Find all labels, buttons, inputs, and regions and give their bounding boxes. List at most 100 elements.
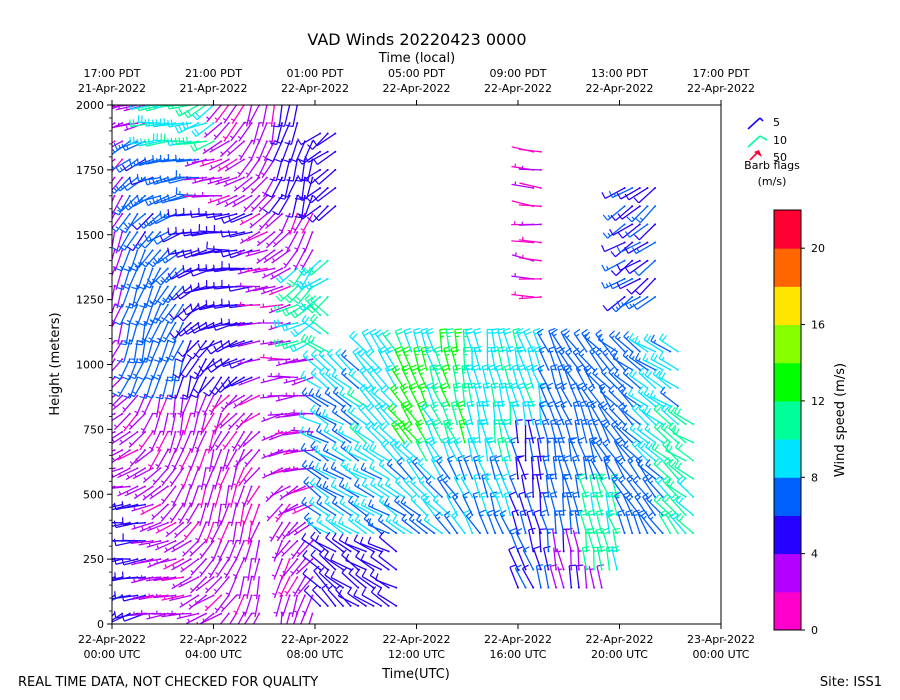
wind-barb (226, 140, 245, 157)
wind-barb (608, 330, 626, 353)
wind-barb (199, 539, 215, 560)
wind-barb (195, 576, 215, 592)
wind-barb (323, 424, 344, 444)
wind-barb (626, 277, 649, 295)
colorbar: 0 4 8 12 16 20 (773, 209, 825, 637)
wind-barb (463, 455, 474, 480)
wind-barb (522, 546, 535, 571)
wind-barb (345, 444, 367, 462)
wind-barb (610, 205, 634, 222)
wind-barb (673, 406, 695, 426)
wind-barb (514, 419, 523, 444)
wind-barb (112, 321, 116, 328)
wind-barb (666, 478, 687, 498)
wind-barb (220, 376, 245, 390)
wind-barb (193, 358, 215, 377)
wind-barb (338, 533, 360, 553)
wind-barb (132, 249, 154, 268)
wind-barb (556, 418, 565, 444)
wind-barb (143, 267, 162, 289)
wind-barb (380, 439, 398, 462)
wind-barb (226, 539, 238, 562)
wind-barb (207, 194, 230, 204)
wind-barb (175, 321, 200, 337)
wind-barb (477, 455, 489, 480)
wind-barb (258, 194, 276, 213)
wind-barb (644, 423, 664, 444)
wind-barb (557, 364, 565, 389)
wind-barb (551, 328, 565, 353)
wind-barb (628, 332, 649, 353)
wind-barb (510, 436, 519, 462)
wind-barb (113, 358, 131, 380)
wind-barb (206, 105, 223, 123)
colorbar-segment (774, 210, 801, 249)
colorbar-tick-label: 16 (811, 319, 825, 332)
wind-barb (377, 587, 398, 607)
wind-barb (233, 394, 253, 409)
wind-barb (418, 475, 436, 498)
wind-barb (197, 503, 207, 526)
wind-barb (609, 223, 634, 236)
wind-barb (511, 181, 535, 190)
wind-barb (192, 105, 215, 121)
wind-barb (353, 534, 375, 553)
wind-barb (190, 321, 215, 334)
wind-barb (291, 485, 314, 494)
wind-barb (212, 212, 238, 221)
wind-barb (179, 358, 200, 378)
wind-barb (114, 158, 139, 173)
wind-barb (601, 187, 626, 200)
wind-barb (360, 553, 382, 571)
x-top-label-time: 21:00 PDT (185, 67, 242, 80)
wind-barb (660, 422, 679, 444)
wind-barb (616, 241, 641, 253)
wind-barb (308, 612, 314, 624)
wind-barb (235, 449, 253, 466)
wind-barb (601, 259, 626, 272)
wind-barb (556, 548, 565, 571)
wind-barb (182, 539, 200, 557)
wind-barb (511, 400, 520, 426)
wind-barb (384, 497, 405, 517)
x-tick-label-date: 23-Apr-2022 (687, 633, 755, 646)
wind-barb (446, 491, 459, 517)
colorbar-tick-label: 0 (811, 624, 818, 637)
wind-barb (579, 400, 588, 426)
wind-barb (380, 384, 398, 408)
wind-barb (125, 467, 146, 481)
wind-barb (283, 140, 299, 163)
wind-barb (237, 340, 261, 347)
wind-barb (354, 479, 375, 498)
wind-barb (165, 521, 185, 538)
wind-barb (229, 521, 238, 545)
wind-barb (617, 509, 626, 535)
wind-barb (268, 122, 276, 146)
wind-barb (212, 412, 223, 436)
wind-barb (370, 586, 390, 607)
wind-barb (238, 376, 261, 386)
wind-barb (182, 249, 207, 259)
wind-barb (375, 573, 398, 589)
wind-barb (558, 509, 567, 535)
wind-barb (112, 231, 116, 252)
wind-barb (344, 536, 367, 553)
wind-barb (341, 349, 360, 371)
wind-barb (237, 467, 253, 487)
wind-barb (352, 463, 375, 480)
wind-barb (112, 467, 124, 473)
wind-barb (628, 369, 649, 389)
wind-barb (201, 394, 215, 416)
wind-barb (391, 365, 405, 389)
wind-barb (502, 327, 512, 353)
wind-barb (465, 511, 481, 535)
wind-barb (290, 303, 314, 319)
wind-barb (366, 365, 382, 389)
wind-barb (228, 212, 253, 224)
wind-barb (163, 539, 185, 553)
wind-barb (112, 176, 131, 194)
x-tick-label-time: 12:00 UTC (388, 648, 445, 661)
wind-barb (205, 576, 223, 594)
wind-barb (169, 321, 192, 339)
wind-barb (645, 440, 664, 462)
